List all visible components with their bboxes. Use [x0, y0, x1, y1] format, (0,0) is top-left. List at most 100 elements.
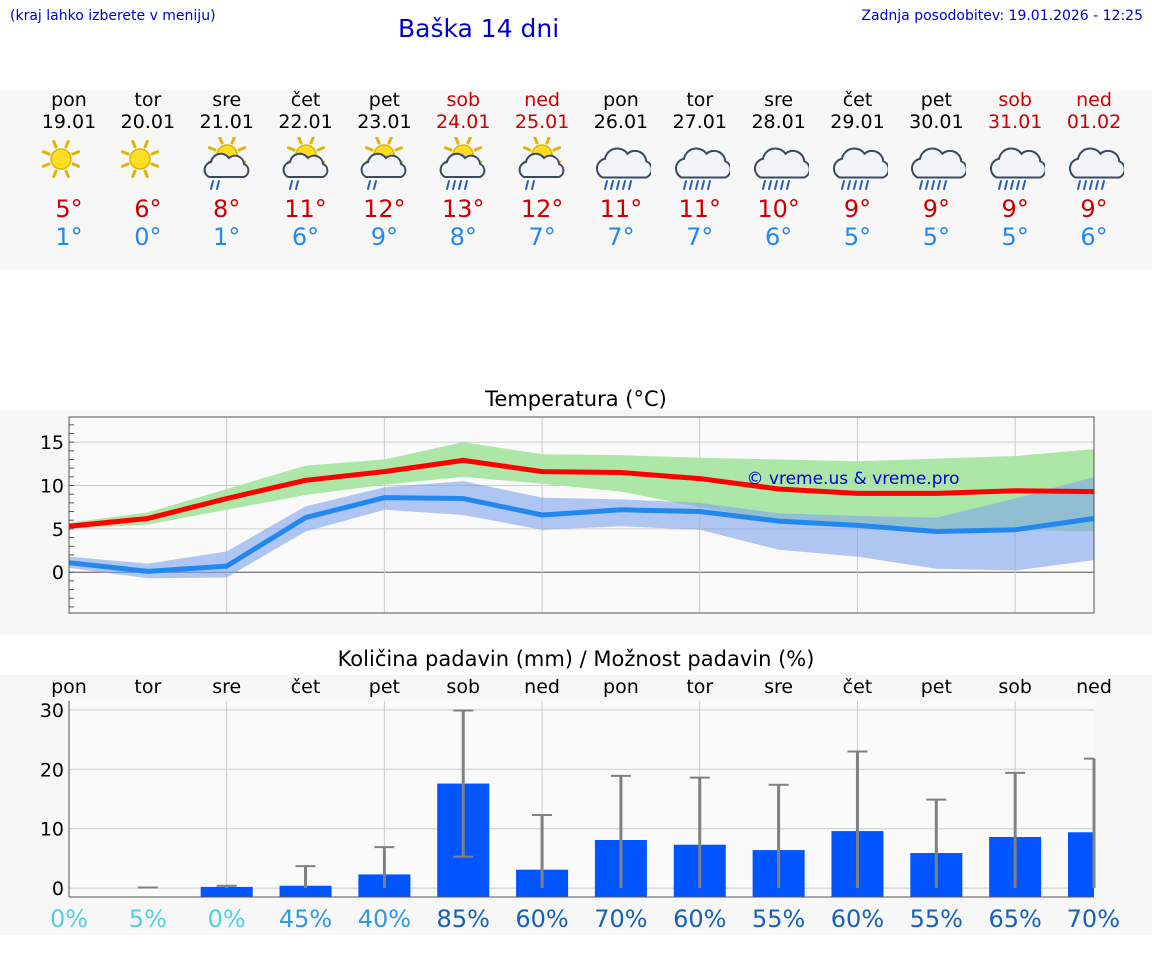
forecast-day: pon 26.01 11° 7°: [581, 89, 661, 251]
day-name: pon: [603, 89, 639, 111]
min-temperature: 1°: [55, 223, 83, 251]
day-date: 25.01: [514, 111, 570, 133]
y-tick-label: 10: [40, 476, 64, 498]
sun-cloud-rain-icon: [203, 137, 250, 190]
probability-label: 0%: [208, 905, 246, 933]
precip-bar: [279, 885, 332, 897]
cloud-rain-icon: [753, 147, 809, 190]
precip-bar: [200, 886, 253, 897]
day-date: 20.01: [120, 111, 176, 133]
tmax-range-band: [69, 442, 1094, 532]
day-name: ned: [524, 89, 560, 111]
cloud-rain-icon: [595, 147, 651, 190]
precip-bar: [1068, 832, 1094, 897]
day-name: tor: [686, 89, 714, 111]
forecast-strip: pon 19.01 5° 1° tor 20.01 6° 0° sre 21.01 8° 1° čet 2…: [0, 89, 1152, 270]
min-temperature: 7°: [607, 223, 635, 251]
min-temperature: 6°: [291, 223, 320, 251]
forecast-day: ned 25.01 12° 7°: [502, 89, 582, 251]
max-temperature: 9°: [1001, 195, 1029, 223]
y-tick-label: 5: [52, 519, 64, 541]
max-temperature: 9°: [922, 195, 950, 223]
max-temperature: 10°: [757, 195, 800, 223]
cloud-rain-icon: [1069, 147, 1125, 190]
probability-label: 70%: [1067, 905, 1120, 933]
day-date: 22.01: [278, 111, 333, 133]
max-temperature: 11°: [284, 195, 327, 223]
category-label: pet: [921, 676, 952, 698]
min-temperature: 5°: [1001, 223, 1029, 251]
y-tick-label: 15: [40, 432, 64, 454]
min-temperature: 6°: [765, 223, 793, 251]
day-date: 30.01: [909, 111, 964, 133]
day-name: pet: [368, 89, 400, 111]
category-label: sre: [212, 676, 241, 698]
category-label: sob: [998, 676, 1032, 698]
category-label: ned: [524, 676, 560, 698]
min-temperature: 1°: [213, 223, 241, 251]
day-name: sre: [764, 89, 794, 111]
forecast-day: pet 30.01 9° 5°: [896, 89, 976, 251]
sun-icon: [41, 139, 81, 179]
day-name: tor: [134, 89, 162, 111]
day-name: pon: [51, 89, 87, 111]
tmin-range-band: [69, 476, 1094, 579]
day-date: 26.01: [593, 111, 649, 133]
category-label: sob: [446, 676, 480, 698]
sun-cloud-rain-icon: [282, 137, 328, 190]
probability-label: 55%: [910, 905, 963, 933]
day-date: 19.01: [41, 111, 97, 133]
temperature-chart: 0 5 10 15 © vreme.us & vreme.pro: [40, 416, 1095, 614]
cloud-rain-icon: [990, 147, 1046, 190]
day-date: 01.02: [1066, 111, 1122, 133]
min-temperature: 6°: [1080, 223, 1108, 251]
forecast-day: sob 24.01 13° 8°: [423, 89, 503, 251]
max-temperature: 12°: [520, 195, 564, 223]
min-temperature: 0°: [134, 223, 162, 251]
plot-border: [68, 416, 1095, 614]
day-name: sob: [998, 89, 1032, 111]
day-name: čet: [290, 89, 321, 111]
max-temperature: 5°: [55, 195, 83, 223]
category-label: pon: [603, 676, 639, 698]
day-date: 21.01: [199, 111, 254, 133]
day-name: sob: [446, 89, 481, 111]
watermark: © vreme.us & vreme.pro: [746, 469, 959, 489]
forecast-day: čet 22.01 11° 6°: [266, 89, 346, 251]
y-tick-label: 0: [52, 878, 64, 900]
cloud-rain-icon: [832, 147, 888, 190]
sun-cloud-heavy-rain-icon: [439, 137, 486, 190]
day-name: ned: [1076, 89, 1112, 111]
probability-label: 40%: [358, 905, 411, 933]
max-temperature: 11°: [599, 195, 643, 223]
tmin-line: [68, 495, 1095, 574]
location-hint: (kraj lahko izberete v meniju): [10, 8, 216, 24]
day-name: čet: [842, 89, 873, 111]
probability-label: 70%: [594, 905, 647, 933]
tmax-line: [68, 457, 1095, 529]
forecast-day: čet 29.01 9° 5°: [818, 89, 898, 251]
cloud-rain-icon: [674, 147, 730, 190]
forecast-day: tor 20.01 6° 0°: [108, 89, 188, 251]
y-tick-label: 20: [40, 759, 64, 781]
y-tick-label: 30: [40, 700, 64, 722]
probability-label: 0%: [50, 905, 88, 933]
category-label: tor: [686, 676, 713, 698]
day-date: 29.01: [830, 111, 885, 133]
max-temperature: 11°: [678, 195, 722, 223]
probability-label: 60%: [515, 905, 568, 933]
max-temperature: 13°: [441, 195, 485, 223]
day-date: 24.01: [436, 111, 491, 133]
max-temperature: 12°: [363, 195, 406, 223]
probability-label: 60%: [831, 905, 884, 933]
probability-label: 45%: [279, 905, 332, 933]
forecast-day: tor 27.01 11° 7°: [660, 89, 740, 251]
probability-label: 65%: [988, 905, 1041, 933]
probability-label: 55%: [752, 905, 805, 933]
day-date: 27.01: [672, 111, 727, 133]
min-temperature: 7°: [528, 223, 556, 251]
max-temperature: 6°: [134, 195, 162, 223]
y-tick-label: 10: [40, 819, 64, 841]
probability-label: 85%: [437, 905, 490, 933]
